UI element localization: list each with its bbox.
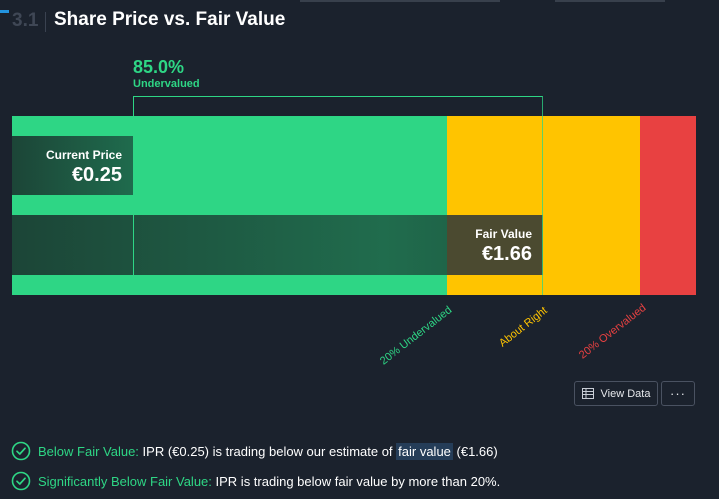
section-divider: [45, 12, 46, 32]
more-icon: ···: [670, 386, 686, 401]
header-button-edge: [555, 0, 665, 2]
zone-label-about-right: About Right: [497, 304, 550, 350]
section-number: 3.1: [12, 10, 39, 31]
check-text: IPR is trading below fair value by more …: [211, 473, 501, 489]
check-circle-icon: [11, 471, 31, 491]
fair-value-label: Fair Value: [475, 227, 532, 241]
overvalued-zone: [640, 116, 696, 295]
section-accent: [0, 10, 9, 13]
current-price-bar: Current Price €0.25: [12, 136, 133, 195]
check-significantly-below: Significantly Below Fair Value: IPR is t…: [11, 470, 500, 492]
fair-value-amount: €1.66: [481, 243, 532, 265]
valuation-percent: 85.0%: [133, 57, 185, 77]
valuation-status: Undervalued: [133, 78, 200, 90]
check-below-fair-value: Below Fair Value: IPR (€0.25) is trading…: [11, 440, 498, 462]
check-text: IPR (€0.25) is trading below our estimat…: [138, 443, 397, 459]
table-icon: [581, 388, 594, 399]
section-title: Share Price vs. Fair Value: [54, 9, 286, 30]
check-label: Significantly Below Fair Value:: [38, 473, 212, 489]
fair-value-link[interactable]: fair value: [396, 442, 453, 460]
current-price-label: Current Price: [45, 148, 122, 162]
check-label: Below Fair Value:: [38, 443, 139, 459]
current-price-amount: €0.25: [71, 164, 122, 186]
zone-label-undervalued: 20% Undervalued: [378, 304, 455, 368]
check-circle-icon: [11, 441, 31, 461]
header-search-edge: [300, 0, 500, 2]
view-data-button[interactable]: View Data: [574, 381, 658, 406]
check-text-end: (€1.66): [452, 443, 498, 459]
fair-value-tag: Fair Value €1.66: [447, 215, 543, 275]
view-data-label: View Data: [600, 387, 651, 400]
zone-label-overvalued: 20% Overvalued: [577, 301, 649, 362]
more-options-button[interactable]: ···: [661, 381, 695, 406]
